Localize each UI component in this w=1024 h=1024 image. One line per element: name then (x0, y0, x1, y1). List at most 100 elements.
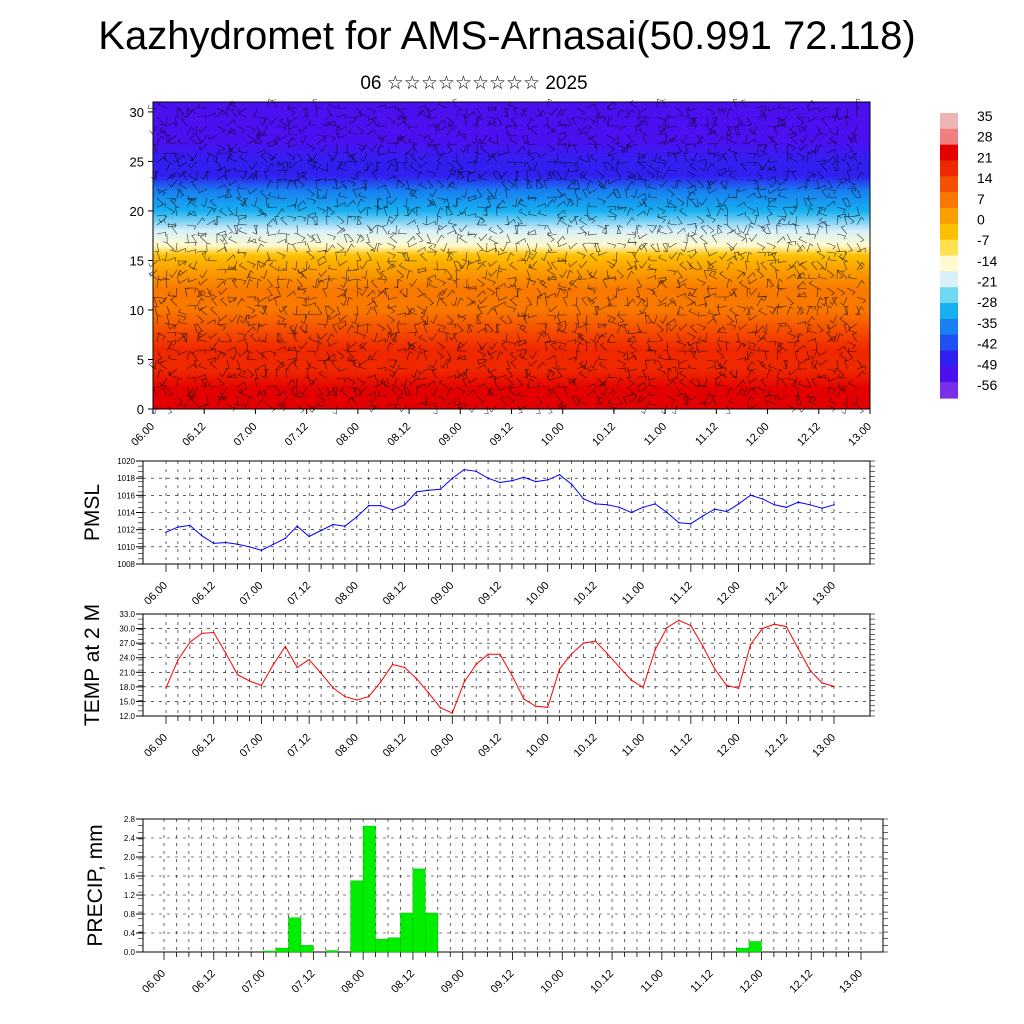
wind-barb (406, 307, 416, 316)
wind-barb (236, 170, 247, 175)
temp-point (594, 640, 597, 642)
heatmap-y-tick-label: 5 (137, 352, 144, 367)
wind-barb (167, 138, 178, 145)
wind-barb (732, 368, 738, 379)
wind-barb (696, 215, 705, 224)
wind-barb (188, 107, 198, 112)
wind-barb (359, 260, 368, 270)
wind-barb (706, 143, 717, 148)
x-tick-label: 07.00 (240, 968, 268, 996)
wind-barb (209, 306, 218, 316)
wind-barb (317, 401, 328, 407)
wind-barb (478, 259, 488, 265)
wind-barb (513, 108, 519, 118)
wind-barb (256, 134, 262, 145)
wind-barb (386, 314, 395, 323)
wind-barb (259, 189, 268, 199)
wind-barb (557, 282, 568, 289)
wind-barb (636, 210, 646, 217)
pmsl-point (630, 511, 632, 514)
wind-barb (446, 387, 454, 397)
wind-barb (778, 395, 788, 401)
wind-barb (267, 192, 278, 199)
temp-point (332, 687, 334, 689)
wind-barb (406, 332, 417, 337)
temp-point (535, 705, 537, 708)
wind-barb (527, 230, 538, 236)
wind-barb (736, 269, 746, 277)
wind-barb (269, 262, 278, 271)
wind-barb (716, 367, 727, 372)
wind-barb (196, 323, 203, 333)
wind-barb (352, 189, 358, 199)
wind-barb (746, 179, 757, 185)
wind-barb (766, 341, 777, 346)
wind-barb (765, 215, 770, 225)
wind-barb (677, 364, 688, 370)
x-tick-label: 12.12 (762, 580, 790, 608)
wind-barb (635, 287, 641, 297)
wind-barb (645, 116, 650, 127)
wind-barb (227, 147, 238, 154)
wind-barb (625, 188, 630, 199)
wind-barb (626, 377, 635, 387)
colorbar-swatch (940, 271, 958, 288)
wind-barb (806, 170, 816, 178)
wind-barb (558, 134, 568, 142)
wind-barb (826, 269, 835, 279)
wind-barb (628, 173, 638, 181)
wind-barb (492, 171, 498, 181)
wind-barb (311, 234, 318, 244)
wind-barb (336, 293, 346, 298)
wind-barb (691, 117, 698, 127)
wind-barb (656, 279, 665, 289)
wind-barb (477, 221, 487, 226)
wind-barb (156, 135, 165, 145)
wind-barb (856, 404, 864, 414)
wind-barb (708, 188, 718, 194)
wind-barb (451, 296, 458, 307)
wind-barb (332, 404, 338, 415)
wind-barb (650, 243, 658, 253)
wind-barb (806, 305, 813, 316)
wind-barb (798, 143, 808, 152)
wind-barb (390, 368, 398, 378)
wind-barb (236, 338, 246, 344)
wind-barb (527, 149, 538, 154)
wind-barb (726, 229, 736, 235)
wind-barb (712, 315, 718, 325)
wind-barb (673, 368, 679, 379)
wind-barb (426, 170, 437, 177)
wind-barb (151, 170, 158, 181)
wind-barb (669, 134, 678, 143)
wind-barb (218, 208, 228, 217)
wind-barb (746, 351, 755, 361)
wind-barb (280, 395, 288, 405)
wind-barb (768, 398, 778, 406)
wind-barb (707, 390, 718, 397)
wind-barb (376, 144, 384, 154)
wind-barb (841, 270, 848, 280)
wind-barb (415, 224, 421, 234)
heatmap-y-tick-label: 30 (130, 105, 144, 120)
y-tick-label: 27.0 (119, 639, 135, 648)
wind-barb (178, 161, 188, 168)
wind-barb (596, 116, 601, 126)
wind-barb (346, 296, 353, 307)
wind-barb (738, 251, 748, 256)
wind-barb (403, 162, 408, 172)
wind-barb (228, 128, 238, 136)
wind-barb (536, 107, 543, 117)
wind-barb (736, 305, 747, 312)
wind-barb (794, 332, 800, 343)
wind-barb (307, 157, 318, 163)
wind-barb (342, 269, 348, 280)
wind-barb (746, 331, 757, 336)
wind-barb (557, 257, 568, 262)
wind-barb (841, 404, 848, 415)
wind-barb (246, 305, 256, 314)
wind-barb (229, 314, 238, 323)
wind-barb (816, 143, 824, 154)
temp-point (451, 712, 454, 714)
wind-barb (386, 263, 396, 271)
